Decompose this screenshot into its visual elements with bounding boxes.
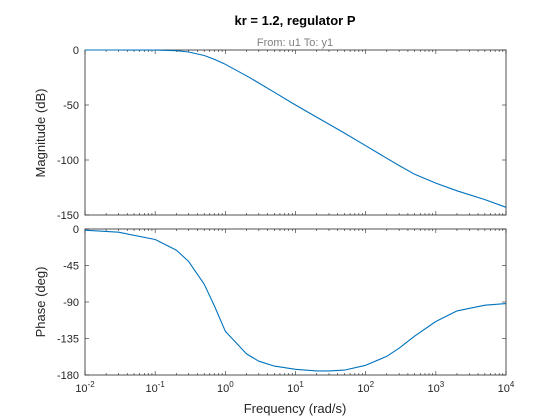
chart-subtitle: From: u1 To: y1 [257, 37, 333, 49]
x-tick-labels: 10-2 10-1 100 101 102 103 104 [75, 380, 515, 395]
magnitude-y-tick-label: 0 [73, 45, 79, 57]
x-tick-base: 10 [498, 383, 510, 395]
x-tick-label: 100 [217, 380, 234, 395]
x-tick-exponent: -2 [88, 380, 96, 389]
x-tick-exponent: -1 [158, 380, 166, 389]
x-tick-base: 10 [287, 383, 299, 395]
x-axis-label: Frequency (rad/s) [244, 401, 347, 416]
phase-axes-box [84, 228, 507, 376]
magnitude-y-tick-label: -50 [63, 100, 79, 112]
x-tick-base: 10 [145, 383, 157, 395]
phase-y-tick-label: -180 [57, 370, 79, 382]
magnitude-y-tick-label: -150 [57, 210, 79, 222]
x-tick-base: 10 [357, 383, 369, 395]
magnitude-curve [85, 49, 507, 208]
x-tick-exponent: 3 [440, 380, 445, 389]
magnitude-y-tick-label: -100 [57, 155, 79, 167]
x-tick-base: 10 [427, 383, 439, 395]
x-tick-exponent: 4 [510, 380, 515, 389]
x-tick-base: 10 [75, 383, 87, 395]
x-tick-exponent: 0 [229, 380, 234, 389]
x-tick-label: 104 [498, 380, 515, 395]
x-tick-exponent: 1 [299, 380, 304, 389]
magnitude-ylabel: Magnitude (dB) [33, 89, 48, 178]
phase-curve [84, 229, 507, 372]
x-tick-label: 10-2 [75, 380, 95, 395]
phase-panel: Phase (deg) 0 -45 -90 -135 -180 [33, 224, 507, 382]
magnitude-panel: Magnitude (dB) 0 -50 -100 -150 [33, 45, 507, 222]
x-tick-base: 10 [217, 383, 229, 395]
x-tick-label: 103 [427, 380, 444, 395]
phase-y-tick-label: -135 [57, 334, 79, 346]
phase-ylabel: Phase (deg) [33, 267, 48, 338]
x-tick-exponent: 2 [370, 380, 375, 389]
chart-title: kr = 1.2, regulator P [234, 13, 355, 28]
phase-y-tick-label: 0 [73, 224, 79, 236]
x-tick-label: 102 [357, 380, 374, 395]
phase-y-tick-label: -90 [63, 297, 79, 309]
magnitude-axes-box [84, 49, 507, 216]
x-tick-label: 101 [287, 380, 304, 395]
x-tick-label: 10-1 [145, 380, 165, 395]
phase-y-tick-label: -45 [63, 261, 79, 273]
